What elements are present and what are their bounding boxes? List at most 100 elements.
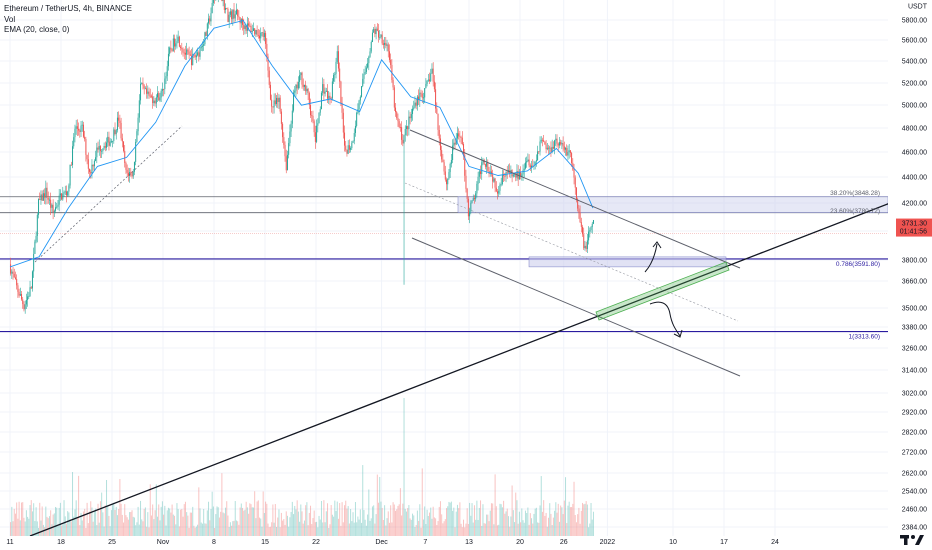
volume-bar: [579, 523, 581, 536]
candle-body: [147, 91, 149, 94]
volume-bar: [13, 508, 15, 536]
volume-bar: [198, 487, 200, 536]
volume-bar: [460, 523, 462, 536]
candle-body: [295, 84, 297, 91]
candle-body: [420, 92, 422, 94]
price-tick-label: 3140.00: [902, 368, 927, 375]
candle-body: [558, 142, 560, 146]
candle-body: [69, 164, 71, 186]
volume-bar: [284, 524, 286, 536]
volume-bar: [565, 477, 567, 536]
candle-body: [225, 7, 227, 10]
candle-body: [548, 147, 550, 149]
volume-bar: [165, 525, 167, 536]
volume-bar: [381, 507, 383, 536]
volume-bar: [46, 516, 48, 536]
volume-bar: [113, 502, 115, 536]
candle-body: [87, 159, 89, 169]
candle-body: [319, 109, 321, 113]
candle-body: [324, 91, 326, 94]
volume-bar: [18, 501, 20, 536]
candle-body: [48, 199, 50, 201]
volume-bar: [566, 523, 568, 536]
candle-body: [470, 202, 472, 212]
candle-body: [374, 28, 376, 35]
volume-bar: [504, 513, 506, 536]
candle-body: [405, 126, 407, 129]
candle-body: [106, 142, 108, 148]
candle-body: [567, 151, 569, 156]
volume-bar: [512, 510, 514, 536]
volume-bar: [302, 523, 304, 536]
candle-body: [318, 112, 320, 124]
volume-bar: [448, 501, 450, 536]
candle-body: [118, 117, 120, 121]
candle-body: [538, 151, 540, 153]
volume-bar: [563, 500, 565, 536]
candle-body: [492, 174, 494, 182]
volume-bar: [477, 520, 479, 536]
volume-bar: [374, 523, 376, 536]
volume-bar: [144, 507, 146, 536]
volume-bar: [72, 472, 74, 536]
candle-body: [331, 81, 333, 99]
candle-body: [114, 129, 116, 135]
price-tick-label: 5600.00: [902, 38, 927, 45]
candle-body: [76, 126, 78, 129]
volume-bar: [341, 502, 343, 536]
candle-body: [345, 145, 347, 150]
volume-bar: [246, 507, 248, 536]
currency-label: USDT: [908, 4, 928, 11]
candle-body: [271, 99, 273, 107]
candle-body: [291, 110, 293, 124]
candle-body: [388, 51, 390, 60]
candle-body: [200, 46, 202, 49]
volume-bar: [158, 504, 160, 536]
volume-bar: [280, 512, 282, 536]
volume-bar: [76, 517, 78, 536]
candle-body: [365, 67, 367, 72]
volume-bar: [107, 505, 109, 536]
candle-body: [307, 88, 309, 94]
volume-bar: [408, 505, 410, 536]
candle-body: [238, 16, 240, 18]
candle-body: [210, 13, 212, 22]
candle-body: [97, 147, 99, 150]
candle-body: [522, 170, 524, 175]
candle-body: [370, 42, 372, 52]
volume-bar: [106, 480, 108, 536]
volume-bar: [10, 522, 12, 536]
candle-body: [342, 112, 344, 133]
symbol-title[interactable]: Ethereum / TetherUS, 4h, BINANCE: [4, 4, 132, 13]
candle-body: [80, 125, 82, 132]
candle-body: [296, 84, 298, 89]
candle-body: [432, 68, 434, 82]
resistance-zone: [457, 196, 889, 213]
candle-body: [262, 32, 264, 37]
vol-label[interactable]: Vol: [4, 14, 16, 24]
candle-body: [276, 97, 278, 104]
candle-body: [464, 154, 466, 176]
volume-bar: [137, 506, 139, 536]
candle-body: [23, 304, 25, 310]
volume-bar: [67, 511, 69, 536]
candle-body: [563, 146, 565, 150]
ema-label[interactable]: EMA (20, close, 0): [4, 25, 70, 34]
candle-body: [384, 42, 386, 45]
volume-bar: [34, 521, 36, 536]
candle-body: [14, 277, 16, 279]
volume-bar: [22, 502, 24, 536]
candle-body: [289, 131, 291, 144]
volume-bar: [439, 501, 441, 536]
volume-bar: [331, 514, 333, 536]
volume-bar: [478, 507, 480, 536]
volume-bar: [419, 504, 421, 536]
candle-body: [205, 32, 207, 36]
volume-bar: [73, 516, 75, 536]
volume-bar: [387, 511, 389, 536]
volume-bar: [391, 522, 393, 536]
volume-bar: [316, 521, 318, 536]
candle-body: [512, 174, 514, 177]
volume-bar: [334, 500, 336, 536]
